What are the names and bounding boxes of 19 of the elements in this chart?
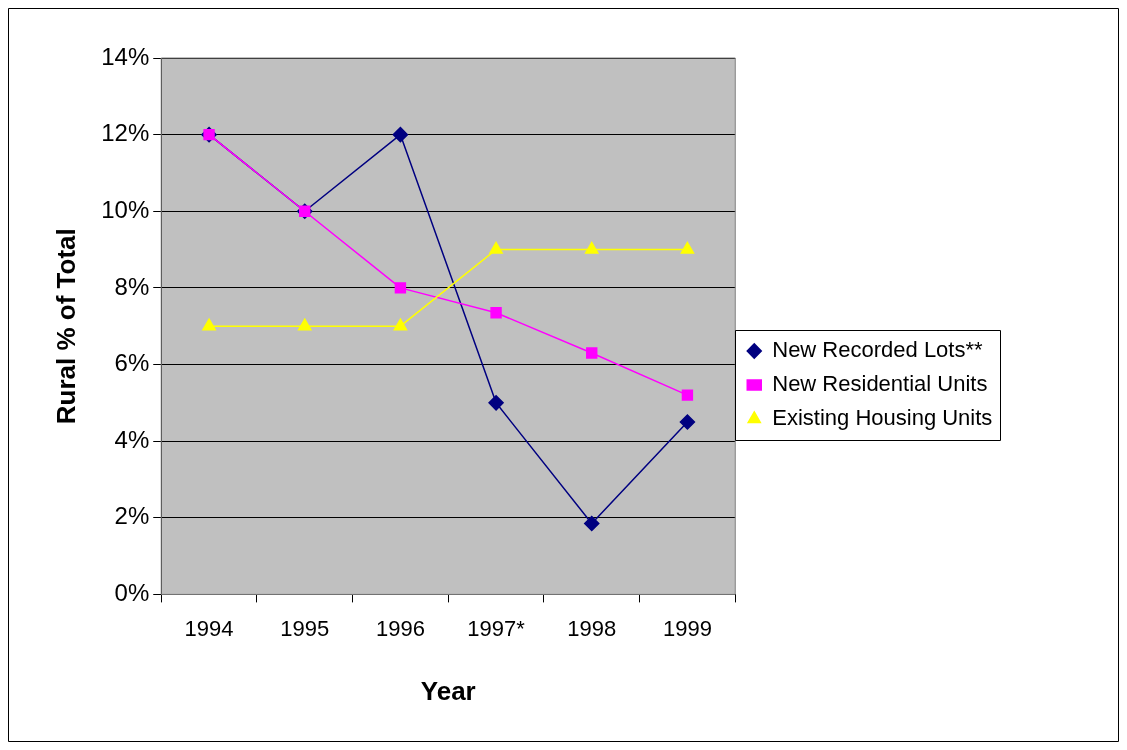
legend-label: New Residential Units: [772, 371, 988, 397]
x-axis-title: Year: [420, 675, 476, 706]
legend-label: Existing Housing Units: [772, 405, 993, 431]
y-tick-label: 14%: [101, 42, 150, 70]
x-tick-label: 1995: [280, 615, 330, 641]
x-tick-label: 1996: [375, 615, 425, 641]
y-tick-label: 10%: [101, 195, 150, 223]
y-axis-title: Rural % of Total: [50, 228, 81, 425]
y-tick-label: 4%: [114, 425, 150, 453]
legend-label: New Recorded Lots**: [772, 337, 984, 363]
y-tick-label: 0%: [114, 579, 150, 607]
y-tick-label: 12%: [101, 119, 150, 147]
x-tick-label: 1997*: [467, 615, 526, 641]
x-tick-label: 1994: [184, 615, 234, 641]
y-tick-label: 6%: [114, 349, 150, 377]
x-tick-label: 1998: [567, 615, 617, 641]
x-tick-label: 1999: [662, 615, 712, 641]
y-tick-label: 2%: [114, 502, 150, 530]
y-tick-label: 8%: [114, 272, 150, 300]
